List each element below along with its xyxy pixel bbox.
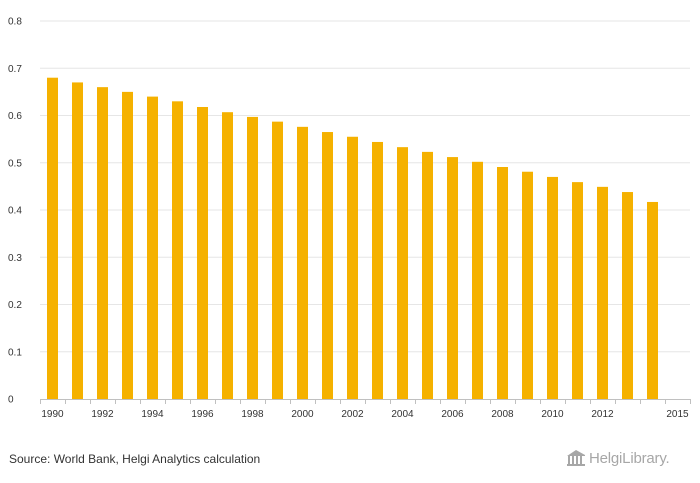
source-note: Source: World Bank, Helgi Analytics calc… (9, 452, 261, 466)
bar-1991 (72, 82, 83, 400)
y-tick-label: 0.8 (8, 17, 22, 28)
y-tick-label: 0.3 (8, 253, 22, 264)
x-tick-label: 2012 (591, 409, 614, 420)
x-tick-label: 2004 (391, 409, 414, 420)
y-tick-label: 0.7 (8, 64, 22, 75)
x-tick-label: 2000 (291, 409, 314, 420)
bar-1992 (97, 87, 108, 400)
x-tick-label: 1992 (91, 409, 114, 420)
bar-2005 (422, 151, 433, 399)
bar-1997 (222, 112, 233, 399)
logo-text: HelgiLibrary. (589, 449, 670, 467)
y-tick-label: 0 (8, 395, 14, 406)
bar-1990 (47, 77, 58, 399)
x-tick-label: 2006 (441, 409, 464, 420)
bar-2004 (397, 147, 408, 399)
bar-2014 (647, 201, 658, 399)
helgilibrary-logo: HelgiLibrary. (566, 446, 670, 470)
x-tick-label: 1990 (41, 409, 64, 420)
axes: 0 0.1 0.2 0.3 0.4 0.5 0.6 0.7 0.8 1990 1992 1994 199… (8, 17, 691, 420)
x-tick-label: 2015 (666, 409, 689, 420)
bars (47, 77, 658, 400)
bar-1996 (197, 106, 208, 400)
bar-1995 (172, 101, 183, 399)
x-tick-label: 1996 (191, 409, 214, 420)
bar-1994 (147, 96, 158, 399)
bar-2003 (372, 141, 383, 399)
y-tick-label: 0.1 (8, 347, 22, 358)
x-tick-label: 2010 (541, 409, 564, 420)
library-building-icon (567, 450, 585, 466)
y-tick-label: 0.4 (8, 206, 22, 217)
bar-1993 (122, 91, 133, 399)
bar-2008 (497, 167, 508, 399)
bar-2002 (347, 136, 358, 399)
bar-2007 (472, 161, 483, 399)
bar-2000 (297, 126, 308, 399)
y-tick-label: 0.6 (8, 111, 22, 122)
x-tick-label: 1998 (241, 409, 264, 420)
x-tick-label: 2008 (491, 409, 514, 420)
x-tick-label: 1994 (141, 409, 164, 420)
bar-2010 (547, 176, 558, 399)
bar-2006 (447, 157, 458, 399)
bar-1999 (272, 121, 283, 399)
bar-2013 (622, 192, 633, 399)
bar-chart: 0 0.1 0.2 0.3 0.4 0.5 0.6 0.7 0.8 1990 1992 1994 199… (8, 17, 691, 420)
bar-2012 (597, 186, 608, 399)
x-tick-label: 2002 (341, 409, 364, 420)
bar-1998 (247, 116, 258, 399)
gridlines (40, 20, 690, 353)
bar-2011 (572, 182, 583, 399)
bar-2001 (322, 132, 333, 399)
y-tick-label: 0.5 (8, 158, 22, 169)
y-tick-label: 0.2 (8, 300, 22, 311)
bar-2009 (522, 171, 533, 399)
